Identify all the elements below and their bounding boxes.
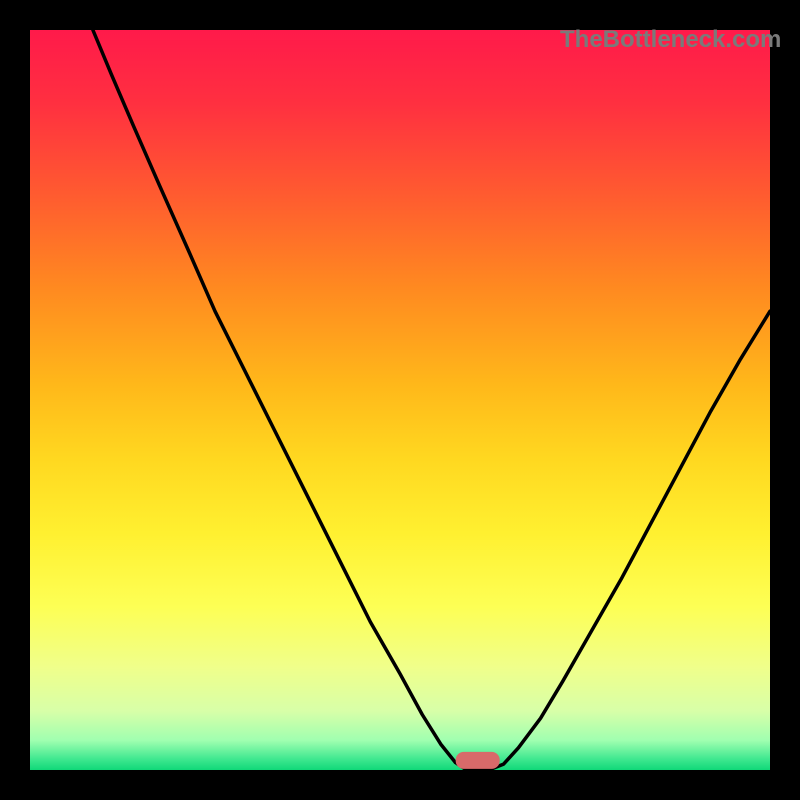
watermark-text: TheBottleneck.com: [560, 26, 781, 54]
optimal-marker: [456, 752, 500, 769]
bottleneck-chart: [0, 0, 800, 800]
